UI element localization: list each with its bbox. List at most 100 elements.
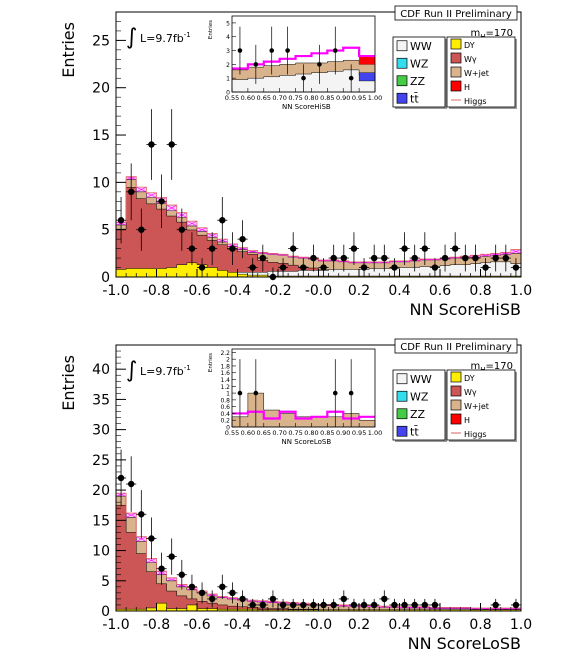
- legend-label: Wγ: [464, 55, 477, 64]
- data-point: [219, 217, 226, 224]
- inset-x-tick-label: 0.70: [272, 94, 286, 102]
- integral-icon: ∫: [126, 358, 137, 383]
- data-point: [127, 188, 135, 196]
- inset-data-point: [253, 390, 259, 396]
- x-tick-label: -0.6: [183, 617, 210, 633]
- inset-x-tick-label: 0.75: [288, 94, 302, 102]
- inset-data-point: [348, 390, 354, 396]
- inset-y-axis-label: Entries: [208, 20, 214, 39]
- data-point: [512, 264, 520, 271]
- x-tick-label: -1.0: [102, 283, 129, 299]
- data-point: [320, 601, 327, 609]
- y-tick-label: 10: [92, 544, 110, 560]
- legend-label: Wγ: [464, 388, 477, 397]
- data-point: [401, 245, 408, 252]
- data-point: [178, 571, 186, 578]
- header-text: CDF Run II Preliminary: [400, 342, 512, 353]
- inset-x-tick-label: 0.55: [225, 94, 239, 102]
- data-point: [330, 601, 337, 609]
- lumi-exponent: -1: [184, 31, 191, 39]
- inset-y-tick-label: 2.2: [220, 350, 230, 357]
- signal-band-hatch: [166, 204, 177, 212]
- data-point: [229, 589, 236, 597]
- x-tick-label: -0.2: [264, 283, 291, 299]
- signal-band-hatch: [136, 536, 147, 542]
- legend-swatch: [396, 40, 408, 52]
- data-point: [249, 264, 256, 271]
- x-tick-label: 0.6: [429, 617, 451, 633]
- data-point: [239, 595, 246, 603]
- inset-x-tick-label: 0.80: [304, 94, 318, 102]
- inset-y-tick-label: 1: [226, 76, 230, 83]
- inset-y-tick-label: 1.4: [220, 377, 230, 384]
- data-point: [148, 141, 155, 148]
- y-tick-label: 5: [101, 223, 110, 239]
- inset-data-point: [269, 48, 275, 53]
- inset-x-tick-label: 0.70: [272, 429, 286, 437]
- inset-x-tick-label: 0.85: [320, 429, 334, 437]
- integral-icon: ∫: [126, 25, 137, 50]
- legend-right: DY Wγ W+jet H Higgs: [446, 369, 517, 442]
- inset-y-tick-label: 2: [226, 62, 230, 69]
- lumi-exponent: -1: [184, 364, 191, 372]
- x-tick-label: 0.8: [469, 617, 491, 633]
- data-point: [219, 583, 226, 591]
- legend-swatch: [450, 38, 462, 50]
- data-point: [269, 595, 277, 603]
- legend-swatch: [396, 425, 408, 437]
- inset-plot: 0.55 0.60 0.65 0.70 0.75 0.80 0.85 0.90 0.95 1.00…: [208, 348, 382, 446]
- inset-y-tick-label: 5: [226, 20, 230, 27]
- inset-data-point: [253, 62, 259, 67]
- inset-data-point: [237, 390, 243, 396]
- signal-band-hatch: [146, 192, 157, 198]
- data-points: [116, 449, 521, 611]
- x-tick-label: -0.0: [305, 617, 332, 633]
- x-tick-label: -0.4: [224, 283, 251, 299]
- data-point: [148, 535, 155, 542]
- data-point: [310, 601, 317, 609]
- data-point: [441, 254, 449, 262]
- data-point: [431, 264, 439, 271]
- inset-x-tick-label: 1.00: [368, 429, 382, 437]
- legend-left: WW WZ ZZ tt̄: [392, 369, 447, 442]
- inset-x-tick-label: 0.60: [241, 94, 255, 102]
- y-tick-label: 0: [101, 604, 110, 620]
- legend-label: WZ: [410, 390, 429, 403]
- data-point: [198, 264, 206, 271]
- data-point: [138, 226, 145, 233]
- y-tick-label: 20: [92, 81, 110, 97]
- x-tick-label: 0.6: [429, 283, 451, 299]
- legend-swatch: [396, 92, 408, 104]
- legend-swatch: [450, 371, 462, 383]
- inset-y-tick-label: 0.8: [220, 397, 230, 404]
- chart-panel-2: -1.0 -0.8 -0.6 -0.4 -0.2 -0.0 0.2 0.4 0.6 0.8 1.00…: [59, 338, 532, 653]
- data-point: [431, 601, 439, 609]
- data-point: [391, 264, 398, 271]
- data-point: [320, 264, 327, 271]
- inset-x-tick-label: 0.55: [225, 429, 239, 437]
- legend-label: W+jet: [464, 69, 489, 78]
- x-tick-label: -1.0: [102, 617, 129, 633]
- legend-label: Higgs: [464, 430, 487, 439]
- data-point: [117, 474, 125, 482]
- legend-swatch: [450, 80, 462, 92]
- inset-data-point: [285, 48, 290, 53]
- data-point: [300, 264, 307, 271]
- data-point: [138, 511, 145, 518]
- inset-data-point: [317, 62, 322, 67]
- x-tick-label: -0.8: [143, 617, 170, 633]
- y-tick-label: 40: [92, 362, 110, 378]
- data-point: [401, 601, 408, 609]
- legend-swatch: [450, 399, 462, 411]
- y-axis-label: Entries: [59, 355, 78, 411]
- inset-data-point: [301, 75, 306, 81]
- inset-y-tick-label: 0: [226, 90, 230, 97]
- data-point: [360, 601, 368, 609]
- legend-label: H: [464, 83, 470, 92]
- legend-swatch: [396, 57, 408, 69]
- lumi-value: L=9.7fb: [140, 32, 184, 45]
- x-tick-label: 0.2: [348, 617, 370, 633]
- signal-band-hatch: [146, 558, 157, 563]
- y-tick-label: 25: [92, 453, 110, 469]
